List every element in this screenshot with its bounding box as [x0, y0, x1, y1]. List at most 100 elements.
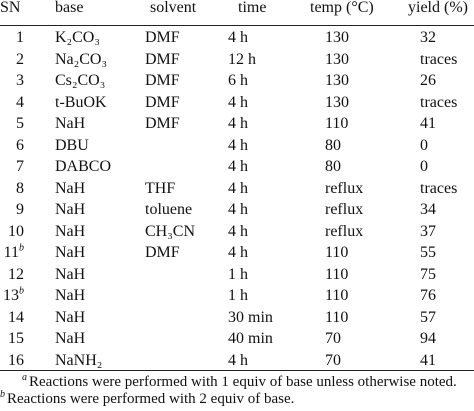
- footnote-mark: b: [19, 285, 24, 297]
- footnote-mark: b: [0, 389, 5, 400]
- entry-number-text: 6: [16, 136, 24, 154]
- cell-time: 40 min: [228, 330, 273, 347]
- cell-temp: reflux: [325, 179, 364, 197]
- cell-temp: reflux: [325, 222, 364, 240]
- cell-solvent: CH₃CN: [145, 222, 196, 240]
- column-header: SN: [0, 0, 21, 16]
- cell-temp: 130: [325, 93, 349, 111]
- cell-solvent: DMF: [145, 93, 180, 111]
- entry-number-text: 15: [8, 330, 24, 347]
- cell-temp: reflux: [325, 201, 364, 218]
- entry-number-text: 10: [8, 222, 24, 240]
- cell-yield: 41: [420, 115, 436, 132]
- cell-base: Na₂CO₃: [55, 50, 108, 68]
- cell-base: Cs₂CO₃: [55, 72, 106, 89]
- entry-number: 15: [0, 330, 24, 348]
- cell-yield: 75: [420, 265, 436, 283]
- cell-base: NaH: [55, 115, 86, 132]
- entry-number-text: 16: [8, 351, 24, 369]
- entry-number: 3: [0, 72, 24, 90]
- cell-temp: 80: [325, 158, 341, 175]
- entry-number: 7: [0, 158, 24, 176]
- cell-solvent: DMF: [145, 72, 180, 89]
- cell-yield: 26: [420, 72, 436, 89]
- cell-yield: 32: [420, 29, 436, 46]
- entry-number: 2: [0, 51, 24, 69]
- cell-time: 4 h: [228, 136, 248, 154]
- entry-number: 13b: [0, 285, 24, 305]
- cell-base: NaH: [55, 222, 86, 240]
- cell-temp: 110: [325, 244, 349, 261]
- entry-number-text: 7: [16, 158, 24, 175]
- cell-time: 4 h: [228, 351, 248, 369]
- cell-yield: 37: [420, 222, 436, 240]
- entry-number: 4: [0, 94, 24, 112]
- column-header: temp (°C): [310, 0, 374, 16]
- entry-number: 5: [0, 115, 24, 133]
- cell-base: NaNH₂: [55, 351, 103, 369]
- cell-temp: 80: [325, 136, 341, 154]
- cell-time: 12 h: [228, 50, 256, 68]
- cell-time: 1 h: [228, 265, 248, 283]
- entry-number-text: 14: [8, 308, 24, 326]
- cell-yield: 76: [420, 287, 436, 304]
- cell-time: 4 h: [228, 115, 248, 132]
- entry-number: 14: [0, 309, 24, 327]
- cell-solvent: toluene: [145, 201, 193, 218]
- entry-number: 11b: [0, 242, 24, 262]
- entry-number-text: 3: [16, 72, 24, 89]
- cell-yield: 94: [420, 330, 436, 347]
- entry-number: 10: [0, 223, 24, 241]
- cell-base: NaH: [55, 330, 86, 347]
- cell-base: K₂CO₃: [55, 29, 100, 46]
- cell-temp: 110: [325, 115, 349, 132]
- footnote-mark: a: [22, 372, 27, 383]
- cell-yield: 0: [420, 158, 428, 175]
- column-header: yield (%): [408, 0, 468, 16]
- cell-time: 4 h: [228, 93, 248, 111]
- cell-time: 30 min: [228, 308, 273, 326]
- cell-base: DBU: [55, 136, 89, 154]
- cell-base: NaH: [55, 201, 86, 218]
- entry-number: 9: [0, 201, 24, 219]
- bottom-rule: [0, 370, 474, 371]
- cell-solvent: DMF: [145, 115, 180, 132]
- cell-temp: 110: [325, 308, 349, 326]
- entry-number-text: 1: [16, 29, 24, 46]
- cell-yield: traces: [420, 50, 458, 68]
- entry-number-text: 11: [3, 244, 19, 261]
- cell-time: 4 h: [228, 29, 248, 46]
- entry-number: 12: [0, 266, 24, 284]
- entry-number-text: 4: [16, 93, 24, 111]
- cell-base: DABCO: [55, 158, 112, 175]
- cell-yield: 55: [420, 244, 436, 261]
- cell-time: 4 h: [228, 201, 248, 218]
- cell-base: NaH: [55, 179, 86, 197]
- cell-yield: 0: [420, 136, 428, 154]
- cell-yield: 41: [420, 351, 436, 369]
- cell-temp: 110: [325, 265, 349, 283]
- entry-number-text: 12: [8, 265, 24, 283]
- header-rule: [0, 25, 474, 26]
- cell-time: 1 h: [228, 287, 248, 304]
- cell-solvent: THF: [145, 179, 176, 197]
- entry-number: 8: [0, 180, 24, 198]
- cell-base: NaH: [55, 308, 86, 326]
- column-header: time: [238, 0, 267, 16]
- footnote-mark: b: [19, 242, 24, 254]
- footnote-text: Reactions were performed with 1 equiv of…: [29, 374, 457, 390]
- cell-time: 4 h: [228, 179, 248, 197]
- cell-yield: 34: [420, 201, 436, 218]
- cell-time: 4 h: [228, 158, 248, 175]
- cell-temp: 130: [325, 72, 349, 89]
- entry-number-text: 13: [3, 287, 19, 304]
- cell-temp: 70: [325, 330, 341, 347]
- cell-time: 4 h: [228, 244, 248, 261]
- entry-number-text: 9: [16, 201, 24, 218]
- footnotes: a Reactions were performed with 1 equiv o…: [0, 372, 474, 408]
- cell-temp: 70: [325, 351, 341, 369]
- cell-base: NaH: [55, 265, 86, 283]
- cell-yield: 57: [420, 308, 436, 326]
- cell-base: NaH: [55, 244, 86, 261]
